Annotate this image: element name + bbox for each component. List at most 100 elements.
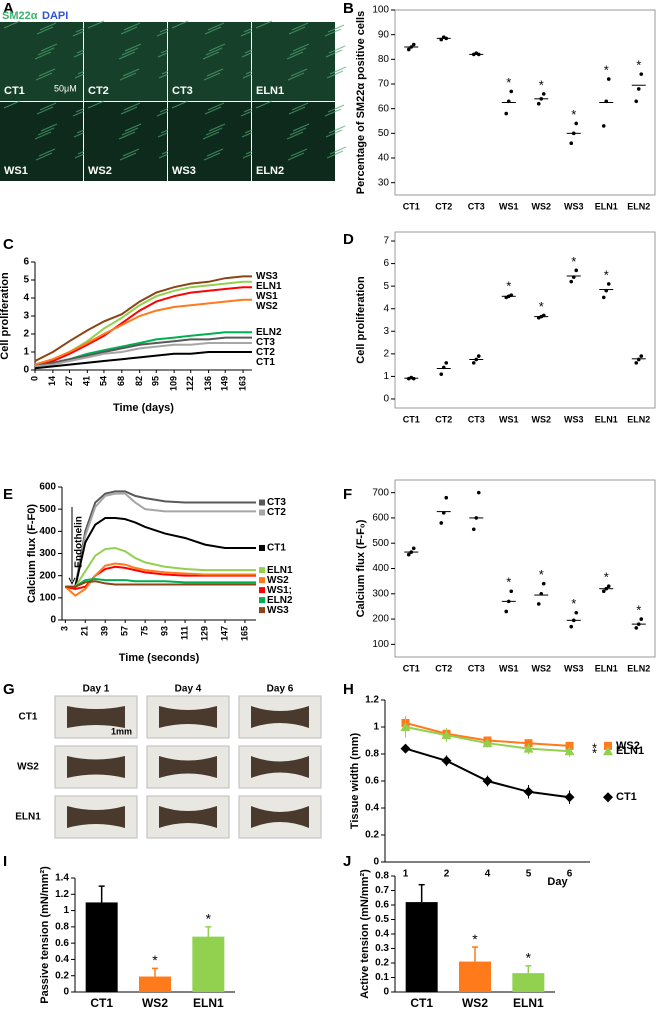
- legend-swatch: [259, 499, 265, 506]
- significance: *: [604, 63, 609, 78]
- x-tick-label: 75: [140, 626, 150, 636]
- y-tick-label: 100: [372, 639, 389, 650]
- y-tick-label: 0.4: [365, 803, 379, 814]
- microscopy-image: [0, 102, 83, 181]
- x-tick-label: CT1: [403, 201, 420, 211]
- y-tick-label: 700: [372, 487, 389, 498]
- x-tick-label: WS2: [531, 663, 551, 673]
- microscopy-image: [252, 22, 335, 101]
- panel-letter: C: [3, 236, 14, 253]
- series-line: [34, 298, 252, 366]
- column-label: Day 1: [83, 684, 110, 695]
- marker: [441, 730, 452, 740]
- cell-fiber: [289, 47, 307, 56]
- cell-fiber: [123, 102, 141, 111]
- y-tick-label: 0.8: [375, 871, 389, 882]
- data-point: [634, 361, 639, 365]
- data-point: [406, 47, 411, 52]
- cell-fiber: [121, 47, 139, 56]
- bar: [405, 902, 438, 992]
- series-label: WS1;: [267, 585, 292, 596]
- x-axis-title: Day: [547, 876, 568, 888]
- column-label: Day 4: [175, 684, 202, 695]
- cell-fiber: [325, 49, 343, 58]
- data-point: [639, 617, 644, 621]
- cell-fiber: [208, 123, 226, 132]
- cell-fiber: [171, 100, 189, 109]
- legend-swatch: [259, 577, 265, 584]
- data-point: [569, 624, 574, 629]
- series-label: CT3: [267, 497, 286, 508]
- series-label: WS3: [267, 605, 289, 616]
- series-line: [65, 490, 256, 588]
- x-tick-label: ELN1: [513, 996, 544, 1010]
- significance: *: [539, 299, 544, 314]
- bar: [85, 902, 118, 992]
- x-tick-label: 3: [60, 626, 70, 631]
- data-point: [471, 361, 476, 365]
- significance: *: [472, 931, 478, 947]
- x-tick-label: WS1: [499, 414, 519, 424]
- data-point: [504, 111, 509, 116]
- y-tick-label: 0.5: [375, 914, 389, 925]
- series-line: [34, 351, 252, 370]
- cell-fiber: [40, 123, 58, 132]
- x-tick-label: 149: [220, 376, 230, 391]
- cell-fiber: [205, 47, 223, 56]
- x-tick-label: 122: [185, 376, 195, 391]
- cell-fiber: [121, 127, 139, 136]
- y-axis-title: Tissue width (mm): [349, 732, 361, 829]
- series-label: ELN2: [256, 327, 282, 338]
- y-tick-label: 0.2: [375, 958, 389, 969]
- y-tick-label: 0.8: [365, 749, 379, 760]
- x-tick-label: 109: [169, 376, 179, 391]
- data-point: [574, 610, 579, 615]
- data-point: [601, 589, 606, 594]
- row-label: CT1: [19, 712, 38, 723]
- legend-label: CT1: [616, 791, 637, 803]
- cell-fiber: [38, 148, 56, 157]
- y-tick-label: 0.2: [365, 830, 379, 841]
- data-point: [509, 589, 514, 594]
- significance: *: [506, 279, 511, 294]
- tissue-ring: [159, 756, 217, 778]
- cell-fiber: [119, 152, 137, 161]
- x-tick-label: WS1: [499, 663, 519, 673]
- y-tick-label: 4: [23, 293, 29, 304]
- bar: [459, 961, 491, 992]
- significance: *: [526, 950, 532, 966]
- legend-swatch: [259, 587, 265, 594]
- marker: [604, 741, 612, 750]
- cell-fiber: [291, 22, 309, 31]
- series-line: [64, 562, 256, 597]
- data-point: [411, 42, 416, 47]
- cell-fiber: [120, 26, 138, 35]
- cell-fiber: [124, 43, 142, 52]
- data-point: [639, 72, 644, 76]
- row-label: WS2: [17, 762, 39, 773]
- series-line: [34, 342, 252, 368]
- y-tick-label: 200: [372, 614, 389, 625]
- y-tick-label: 0.6: [375, 900, 389, 911]
- y-tick-label: 0: [50, 615, 56, 626]
- significance: *: [571, 596, 576, 611]
- y-tick-label: 1: [63, 905, 69, 916]
- x-tick-label: 147: [219, 626, 229, 641]
- y-tick-label: 0: [373, 857, 379, 868]
- plot-frame: [394, 231, 656, 409]
- x-tick-label: 39: [100, 626, 110, 636]
- image-label: CT1: [4, 85, 25, 97]
- cell-fiber: [287, 152, 305, 161]
- data-point: [439, 372, 444, 376]
- series-line: [65, 546, 256, 588]
- data-point: [411, 546, 416, 551]
- significance: *: [152, 952, 158, 968]
- cell-fiber: [87, 100, 105, 109]
- cell-fiber: [37, 127, 55, 136]
- microscopy-image: [84, 22, 167, 101]
- panel-letter: F: [343, 486, 352, 503]
- series-label: CT1: [267, 543, 286, 554]
- x-tick-label: 111: [179, 626, 189, 640]
- y-tick-label: 0.2: [55, 970, 69, 981]
- y-tick-label: 500: [372, 538, 389, 549]
